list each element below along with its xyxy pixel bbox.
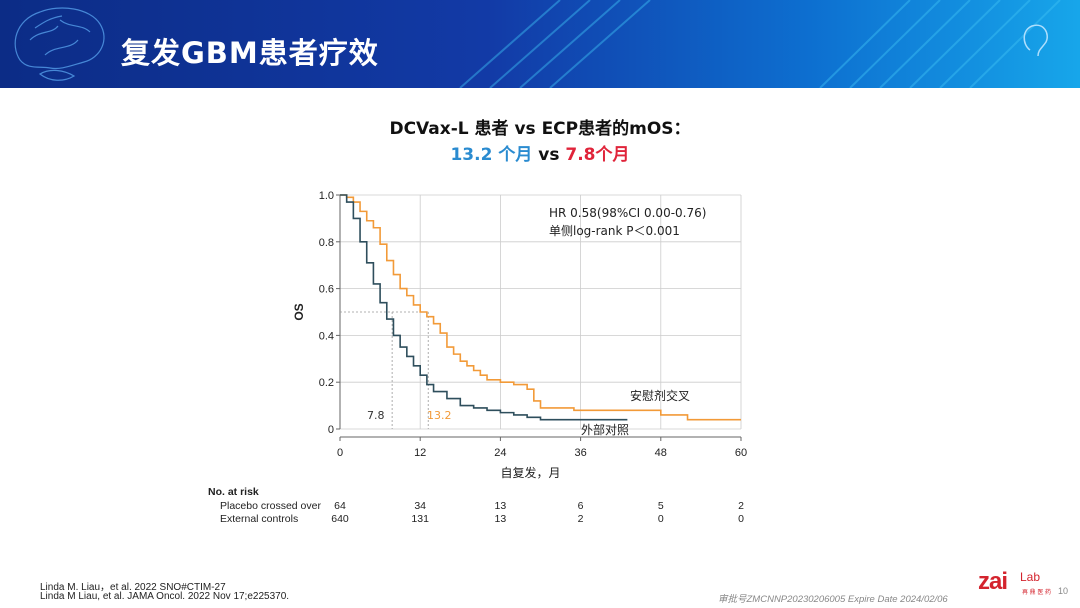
reference-2: Linda M Liau, et al. JAMA Oncol. 2022 No… [40, 591, 290, 602]
zailab-logo: zai Lab 再 鼎 医 药 [978, 568, 1051, 596]
series-placebo-crossed-over [340, 194, 741, 421]
risk-cell: 0 [657, 513, 664, 525]
y-tick-label: 0.4 [319, 330, 334, 342]
risk-table-title: No. at risk [208, 486, 259, 498]
ear-icon [1023, 24, 1048, 57]
median-external-text: 7.8个月 [565, 145, 630, 165]
page-number: 10 [1058, 586, 1069, 596]
vs-text: vs [532, 145, 566, 165]
y-tick-label: 0.6 [319, 284, 334, 296]
risk-cell: 64 [334, 500, 346, 512]
median-label-external: 7.8 [367, 409, 385, 422]
x-axis-title: 自复发，月 [500, 465, 560, 480]
chart-labels: HR 0.58(98%CI 0.00-0.76) 单侧log-rank P＜0.0… [367, 206, 706, 437]
x-tick-label: 12 [414, 447, 426, 459]
x-tick-label: 36 [574, 447, 586, 459]
headline-title: DCVax-L 患者 vs ECP患者的mOS： [389, 119, 691, 139]
header-banner: 复发GBM患者疗效 [0, 0, 1080, 88]
hr-annotation: HR 0.58(98%CI 0.00-0.76) [549, 206, 706, 220]
risk-cell: 34 [414, 500, 427, 512]
logo-main: zai [978, 568, 1008, 595]
risk-cell: 6 [577, 500, 584, 512]
risk-cell: 131 [411, 513, 429, 525]
risk-cell: 5 [657, 500, 664, 512]
page-title: 复发GBM患者疗效 [121, 36, 379, 70]
x-tick-label: 48 [655, 447, 667, 459]
chart-grid [339, 194, 742, 430]
series-external-controls [340, 194, 628, 421]
risk-cell: 640 [331, 513, 349, 525]
label-placebo-crossed-over: 安慰剂交叉 [630, 388, 690, 403]
y-tick-label: 0.8 [319, 237, 334, 249]
x-tick-label: 0 [337, 447, 343, 459]
risk-row-label: Placebo crossed over [220, 500, 321, 512]
label-external-controls: 外部对照 [581, 422, 629, 437]
approval-number: 审批号ZMCNNP20230206005 Expire Date 2024/02… [718, 594, 948, 605]
p-value-annotation: 单侧log-rank P＜0.001 [549, 224, 680, 238]
median-dcvax-text: 13.2 个月 [450, 145, 533, 165]
y-tick-label: 1.0 [319, 190, 334, 202]
median-label-placebo: 13.2 [427, 409, 452, 422]
median-lines [340, 311, 429, 429]
reference-1: Linda M. Liau，et al. 2022 SNO#CTIM-27 [40, 582, 226, 593]
x-tick-label: 24 [494, 447, 506, 459]
y-tick-label: 0.2 [319, 377, 334, 389]
brain-illustration-icon [14, 0, 1061, 88]
y-axis-title: OS [292, 303, 306, 320]
risk-cell: 0 [738, 513, 744, 525]
x-tick-label: 60 [735, 447, 747, 459]
chart-axes: 0 12 24 36 48 60 0 0.2 0.4 0.6 0.8 1.0 自复发，月 OS [292, 190, 747, 480]
risk-row-label: External controls [220, 513, 299, 525]
headline-medians: 13.2 个月 vs 7.8个月 [0, 140, 1080, 165]
y-tick-label: 0 [328, 424, 334, 436]
risk-cell: 13 [494, 500, 507, 512]
risk-cell: 13 [494, 513, 507, 525]
risk-cell: 2 [577, 513, 584, 525]
logo-sup: Lab [1020, 570, 1041, 584]
logo-sub: 再 鼎 医 药 [1022, 590, 1052, 596]
chart-series [340, 194, 741, 421]
risk-cell: 2 [738, 500, 744, 512]
